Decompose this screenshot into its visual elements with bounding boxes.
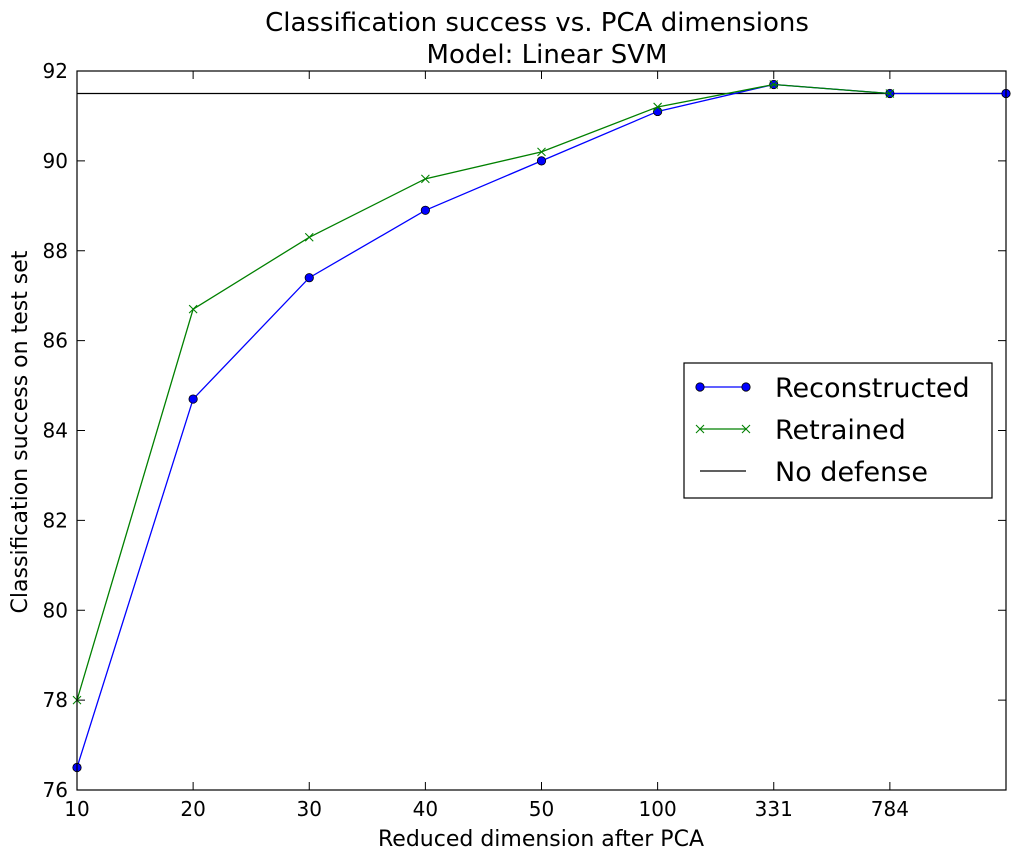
chart-title: Classification success vs. PCA dimension… (265, 8, 809, 38)
x-tick-label: 40 (413, 797, 438, 821)
x-tick-label: 784 (871, 797, 909, 821)
y-tick-label: 80 (43, 598, 68, 622)
legend-box (683, 362, 993, 499)
legend-marker (695, 382, 705, 392)
x-tick-label: 30 (297, 797, 322, 821)
data-point-retrained (885, 89, 895, 98)
x-tick-label: 20 (180, 797, 205, 821)
data-point-retrained (188, 304, 198, 314)
y-tick-label: 82 (43, 508, 68, 532)
y-axis-label: Classification success on test set (8, 250, 33, 613)
legend-label: Reconstructed (775, 373, 970, 404)
y-tick-label: 76 (43, 778, 68, 802)
data-point-reconstructed (304, 273, 314, 283)
x-axis-label: Reduced dimension after PCA (378, 827, 704, 852)
legend-marker (695, 424, 705, 434)
x-tick-label: 331 (755, 797, 793, 821)
y-tick-label: 92 (43, 59, 68, 83)
x-tick-label: 100 (639, 797, 677, 821)
series-line-retrained (76, 83, 890, 701)
legend-label: No defense (775, 457, 928, 488)
data-point-retrained (653, 102, 663, 112)
legend: Reconstructed Retrained No defense (683, 362, 993, 499)
y-tick-label: 86 (43, 329, 68, 353)
y-tick-label: 88 (43, 239, 68, 263)
y-tick-label: 90 (43, 149, 68, 173)
data-point-retrained (304, 232, 314, 242)
data-point-retrained (420, 174, 430, 184)
data-point-retrained (769, 80, 779, 89)
data-point-reconstructed (420, 205, 430, 215)
data-point-reconstructed (188, 394, 198, 404)
legend-marker (741, 424, 751, 434)
plot-frame (76, 70, 1007, 791)
chart-subtitle: Model: Linear SVM (427, 40, 668, 70)
y-tick-label: 78 (43, 688, 68, 712)
legend-label: Retrained (775, 415, 906, 446)
x-tick-label: 10 (64, 797, 89, 821)
x-tick-label: 50 (529, 797, 554, 821)
data-point-reconstructed (536, 156, 547, 166)
legend-marker (741, 382, 751, 392)
data-point-retrained (537, 147, 546, 157)
y-tick-label: 84 (43, 419, 68, 443)
